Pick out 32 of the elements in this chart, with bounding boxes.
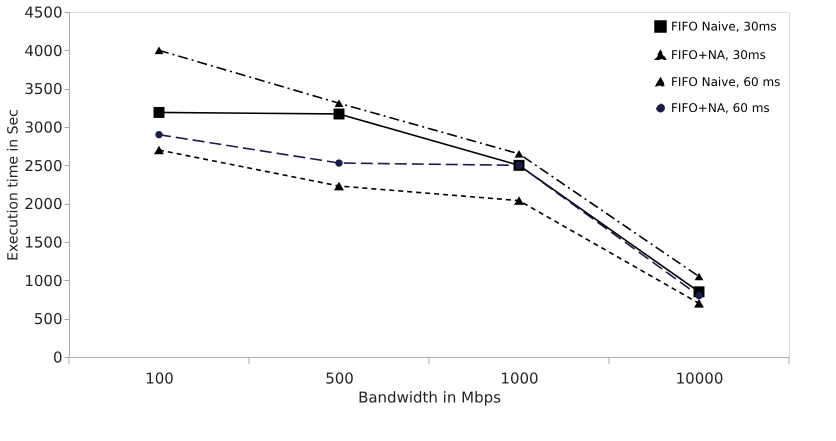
- legend-label: FIFO Naive, 30ms: [671, 20, 777, 34]
- y-tick-label: 2000: [24, 195, 62, 214]
- point: [334, 182, 344, 190]
- y-tick-label: 0: [52, 348, 62, 366]
- point: [154, 146, 164, 154]
- x-tick-label: 500: [325, 370, 354, 388]
- x-tick-label: 1000: [500, 370, 539, 388]
- point: [334, 99, 344, 108]
- legend-label: FIFO+NA, 30ms: [671, 48, 766, 62]
- y-tick-label: 2500: [24, 156, 62, 175]
- x-axis-title: Bandwidth in Mbps: [358, 388, 502, 406]
- point: [154, 46, 164, 54]
- point: [335, 159, 343, 167]
- y-tick-label: 1000: [24, 272, 62, 290]
- point: [154, 106, 164, 118]
- legend-label: FIFO Naive, 60 ms: [671, 75, 780, 89]
- y-axis-title: Execution time in Sec: [5, 109, 22, 261]
- point: [694, 272, 704, 280]
- y-tick-label: 4000: [24, 42, 62, 60]
- y-tick-label: 3500: [24, 80, 62, 98]
- legend-label: FIFO+NA, 60 ms: [671, 101, 770, 115]
- y-tick-label: 4500: [24, 4, 62, 22]
- point: [694, 299, 704, 308]
- point: [514, 196, 524, 205]
- y-tick-label: 500: [34, 310, 62, 328]
- y-tick-label: 3000: [24, 118, 62, 136]
- x-tick-label: 100: [145, 370, 174, 388]
- point: [514, 150, 524, 158]
- point: [334, 108, 344, 120]
- point: [155, 130, 163, 138]
- x-tick-label: 10000: [676, 370, 724, 388]
- y-tick-label: 1500: [24, 234, 62, 252]
